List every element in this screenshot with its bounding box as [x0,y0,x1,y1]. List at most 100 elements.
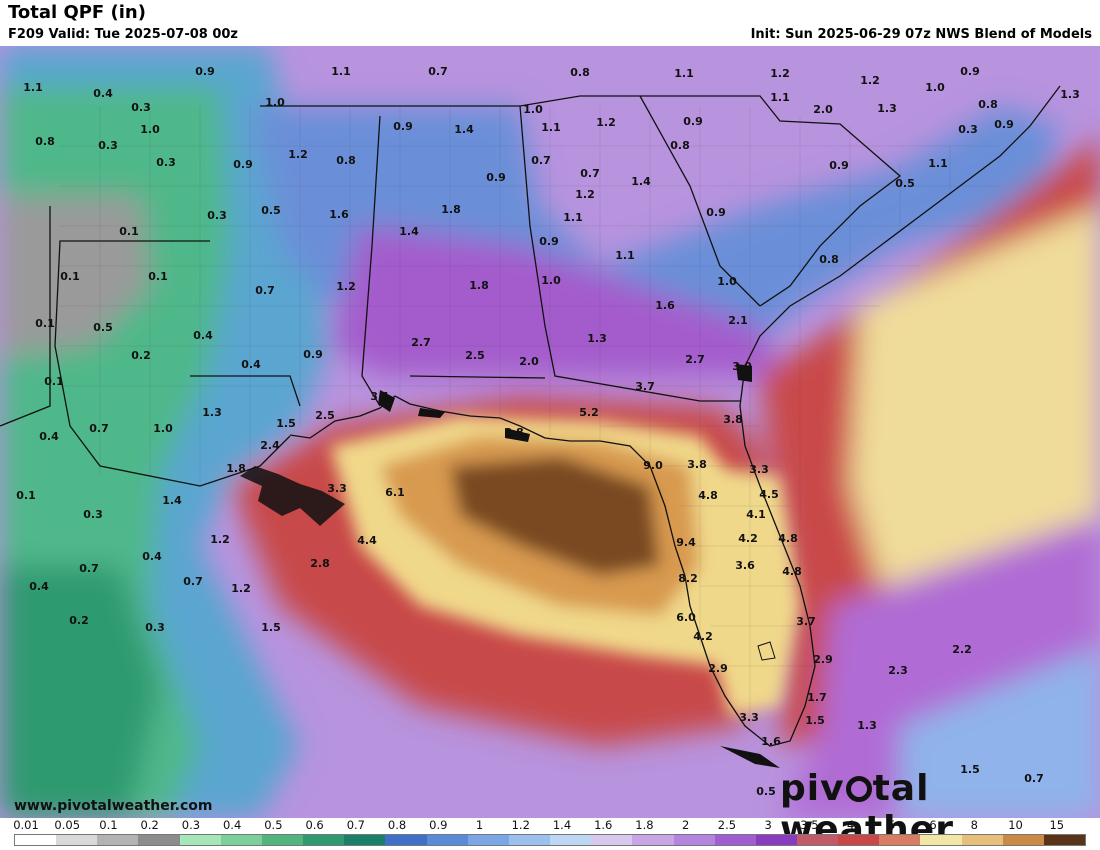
legend-tick-label: 1.6 [594,818,613,832]
legend-tick-label: 2 [682,818,690,832]
qpf-value-label: 2.9 [708,662,728,675]
qpf-value-label: 1.2 [575,188,595,201]
legend-swatch [344,835,386,845]
legend-tick-label: 0.01 [13,818,39,832]
qpf-value-label: 0.7 [89,422,109,435]
legend-tick-label: 0.9 [429,818,448,832]
header: Total QPF (in) F209 Valid: Tue 2025-07-0… [0,0,1100,46]
qpf-value-label: 1.1 [928,157,948,170]
legend-swatch [56,835,98,845]
legend-tick-label: 3 [764,818,772,832]
qpf-value-label: 0.1 [35,317,55,330]
qpf-value-label: 1.3 [1060,88,1080,101]
legend-tick-label: 0.2 [140,818,159,832]
legend-labels: 0.01 0.05 0.1 0.2 0.3 0.4 0.5 0.6 0.7 0.8 0.9 1 1.2 1… [13,818,1086,833]
qpf-value-label: 2.8 [310,557,330,570]
qpf-value-label: 1.4 [454,123,474,136]
legend-swatch [179,835,221,845]
qpf-value-label: 0.3 [83,508,103,521]
legend-tick-label: 2.5 [717,818,737,832]
qpf-value-label: 2.3 [888,664,908,677]
valid-time: F209 Valid: Tue 2025-07-08 00z [8,27,238,42]
legend-swatch [1043,835,1086,845]
qpf-value-label: 0.9 [393,120,413,133]
qpf-value-label: 0.9 [829,159,849,172]
qpf-value-label: 1.0 [153,422,173,435]
qpf-value-label: 4.1 [746,508,766,521]
qpf-value-label: 2.9 [813,653,833,666]
map-title: Total QPF (in) [8,2,146,23]
qpf-value-label: 9.4 [676,536,696,549]
qpf-value-label: 6.1 [385,486,405,499]
legend-swatch [755,835,797,845]
legend-tick-label: 0.5 [264,818,283,832]
qpf-value-label: 2.0 [519,355,539,368]
legend-swatch [426,835,468,845]
qpf-value-label: 1.1 [615,249,635,262]
legend-tick-label: 10 [1008,818,1023,832]
qpf-value-label: 0.3 [145,621,165,634]
qpf-value-label: 1.6 [655,299,675,312]
qpf-value-label: 0.3 [98,139,118,152]
legend-swatch [838,835,880,845]
qpf-value-label: 0.5 [261,204,281,217]
legend-swatch [138,835,180,845]
gear-logo-icon [845,776,872,802]
qpf-value-label: 0.2 [69,614,89,627]
qpf-value-label: 0.4 [39,430,59,443]
qpf-value-label: 4.2 [738,532,758,545]
precipitation-map[interactable]: 1.1 0.9 1.1 0.7 0.8 1.1 1.2 1.2 0.9 1.0 1.3 0.4 0.3 1… [0,46,1100,818]
legend-tick-label: 4 [846,818,855,832]
qpf-value-label: 1.2 [288,148,308,161]
qpf-value-label: 3.6 [735,559,755,572]
qpf-value-label: 1.3 [857,719,877,732]
qpf-value-label: 1.4 [162,494,182,507]
qpf-value-label: 1.1 [674,67,694,80]
qpf-value-label: 0.9 [994,118,1014,131]
qpf-value-label: 1.8 [469,279,489,292]
legend-swatch [15,835,57,845]
legend-swatch [714,835,756,845]
legend-swatch [261,835,304,845]
legend-swatch [467,835,509,845]
qpf-value-label: 0.5 [756,785,776,798]
qpf-value-label: 1.0 [541,274,561,287]
qpf-value-label: 0.2 [131,349,151,362]
qpf-value-label: 0.1 [148,270,168,283]
legend-tick-label: 0.1 [99,818,118,832]
qpf-value-label: 1.8 [226,462,246,475]
qpf-value-label: 4.5 [759,488,779,501]
qpf-value-label: 0.4 [142,550,162,563]
qpf-value-label: 0.7 [580,167,600,180]
qpf-value-label: 9.0 [643,459,663,472]
legend-tick-label: 1.4 [552,818,572,832]
legend-color-bar [14,834,1086,846]
legend-tick-label: 0.6 [305,818,324,832]
qpf-value-label: 0.5 [895,177,915,190]
qpf-value-label: 0.8 [670,139,690,152]
legend-tick-label: 1.8 [635,818,654,832]
qpf-value-label: 3.1 [370,390,390,403]
qpf-value-label: 2.4 [260,439,280,452]
legend-tick-label: 0.05 [54,818,81,832]
qpf-value-label: 1.6 [761,735,781,748]
legend-tick-label: 8 [970,818,978,832]
legend-tick-label: 0.4 [222,818,242,832]
qpf-value-label: 4.8 [698,489,718,502]
qpf-value-label: 3.0 [732,360,752,373]
qpf-value-label: 0.1 [60,270,80,283]
qpf-value-label: 0.3 [131,101,151,114]
qpf-value-label: 0.7 [79,562,99,575]
qpf-value-label: 2.1 [728,314,748,327]
qpf-value-label: 0.9 [303,348,323,361]
qpf-value-label: 0.4 [29,580,49,593]
qpf-value-label: 1.0 [265,96,285,109]
qpf-value-label: 3.8 [687,458,707,471]
legend-tick-label: 6 [929,818,937,832]
legend-swatch [879,835,921,845]
qpf-value-label: 0.7 [1024,772,1044,785]
legend-swatch [220,835,262,845]
qpf-value-label: 1.4 [399,225,419,238]
qpf-value-label: 0.8 [978,98,998,111]
qpf-value-label: 1.5 [261,621,281,634]
